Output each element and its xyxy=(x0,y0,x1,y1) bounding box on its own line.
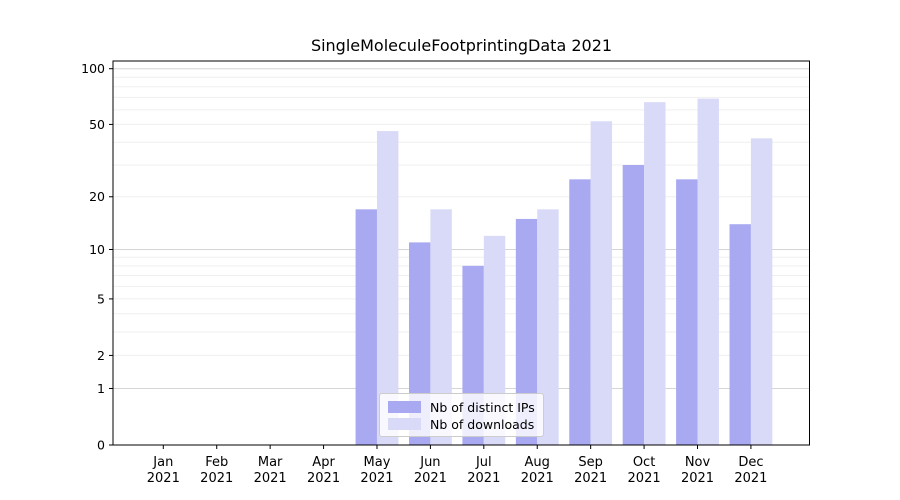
bar-nb-of-downloads-dec-2021 xyxy=(750,138,773,445)
bar-nb-of-distinct-ips-dec-2021 xyxy=(729,224,751,445)
x-tick-label-year: 2021 xyxy=(254,471,287,486)
legend-item-distinct-ips: Nb of distinct IPs xyxy=(388,399,535,415)
x-tick-label-month: Aug xyxy=(525,455,550,470)
x-tick-label-year: 2021 xyxy=(574,471,607,486)
x-tick-label-month: Jan xyxy=(152,455,173,470)
bar-nb-of-downloads-jul-2021 xyxy=(483,235,506,445)
x-tick-label-month: May xyxy=(364,455,391,470)
bar-nb-of-distinct-ips-nov-2021 xyxy=(676,179,698,445)
x-tick-label-month: Nov xyxy=(685,455,711,470)
bar-nb-of-distinct-ips-oct-2021 xyxy=(622,165,645,445)
legend-label-downloads: Nb of downloads xyxy=(430,416,535,432)
y-tick-label: 0 xyxy=(97,437,105,452)
x-tick-label-month: Apr xyxy=(312,455,335,470)
legend-swatch-distinct-ips xyxy=(388,401,421,413)
y-tick-label: 100 xyxy=(81,61,105,76)
bar-nb-of-distinct-ips-may-2021 xyxy=(355,209,377,445)
bar-nb-of-downloads-sep-2021 xyxy=(590,121,613,446)
y-tick-label: 5 xyxy=(97,291,105,306)
y-tick-label: 50 xyxy=(89,117,105,132)
x-tick-label-month: Feb xyxy=(205,455,228,470)
x-tick-label-year: 2021 xyxy=(628,471,661,486)
x-tick-label-year: 2021 xyxy=(360,471,393,486)
x-tick-label-year: 2021 xyxy=(734,471,767,486)
legend: Nb of distinct IPs Nb of downloads xyxy=(379,393,544,437)
x-tick-label-year: 2021 xyxy=(147,471,180,486)
x-tick-label-month: Mar xyxy=(258,455,283,470)
y-tick-label: 20 xyxy=(89,189,105,204)
bar-nb-of-downloads-aug-2021 xyxy=(537,209,559,445)
legend-swatch-downloads xyxy=(388,418,421,430)
bar-nb-of-downloads-jun-2021 xyxy=(430,209,452,445)
bar-nb-of-downloads-nov-2021 xyxy=(697,98,719,446)
bar-nb-of-downloads-may-2021 xyxy=(376,131,399,446)
y-tick-label: 10 xyxy=(89,242,105,257)
x-tick-label-month: Oct xyxy=(633,455,655,470)
x-tick-label-month: Dec xyxy=(738,455,763,470)
x-tick-label-month: Jul xyxy=(475,455,492,470)
legend-label-distinct-ips: Nb of distinct IPs xyxy=(430,399,535,415)
x-tick-label-year: 2021 xyxy=(414,471,447,486)
axes-frame xyxy=(112,60,810,446)
bar-nb-of-downloads-oct-2021 xyxy=(644,102,666,445)
x-tick-label-month: Jun xyxy=(419,455,440,470)
bar-nb-of-distinct-ips-sep-2021 xyxy=(569,179,591,445)
chart-title: SingleMoleculeFootprintingData 2021 xyxy=(310,36,613,55)
x-tick-label-year: 2021 xyxy=(307,471,340,486)
x-tick-label-year: 2021 xyxy=(521,471,554,486)
x-tick-label-year: 2021 xyxy=(200,471,233,486)
legend-item-downloads: Nb of downloads xyxy=(388,416,535,432)
x-tick-label-year: 2021 xyxy=(681,471,714,486)
x-tick-label-year: 2021 xyxy=(467,471,500,486)
y-tick-label: 2 xyxy=(97,348,105,363)
bar-nb-of-distinct-ips-aug-2021 xyxy=(515,218,538,445)
y-tick-label: 1 xyxy=(97,381,105,396)
x-tick-label-month: Sep xyxy=(578,455,603,470)
